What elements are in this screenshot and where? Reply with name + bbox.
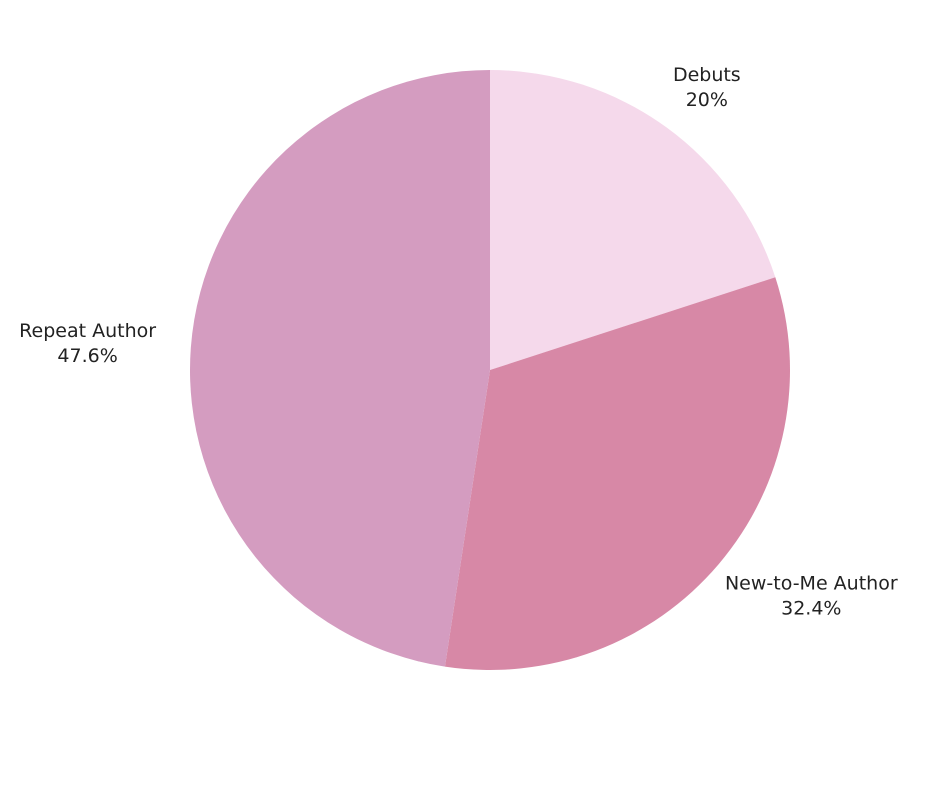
slice-label: Debuts [673,64,741,86]
slice-value-label: 20% [686,89,728,111]
slice-value-label: 32.4% [781,597,841,619]
slice-label: Repeat Author [19,320,156,342]
pie-slice [490,70,776,370]
slice-label: New-to-Me Author [725,572,898,594]
pie-slice [190,70,490,667]
pie-slice [444,277,790,670]
slice-value-label: 47.6% [57,345,117,367]
